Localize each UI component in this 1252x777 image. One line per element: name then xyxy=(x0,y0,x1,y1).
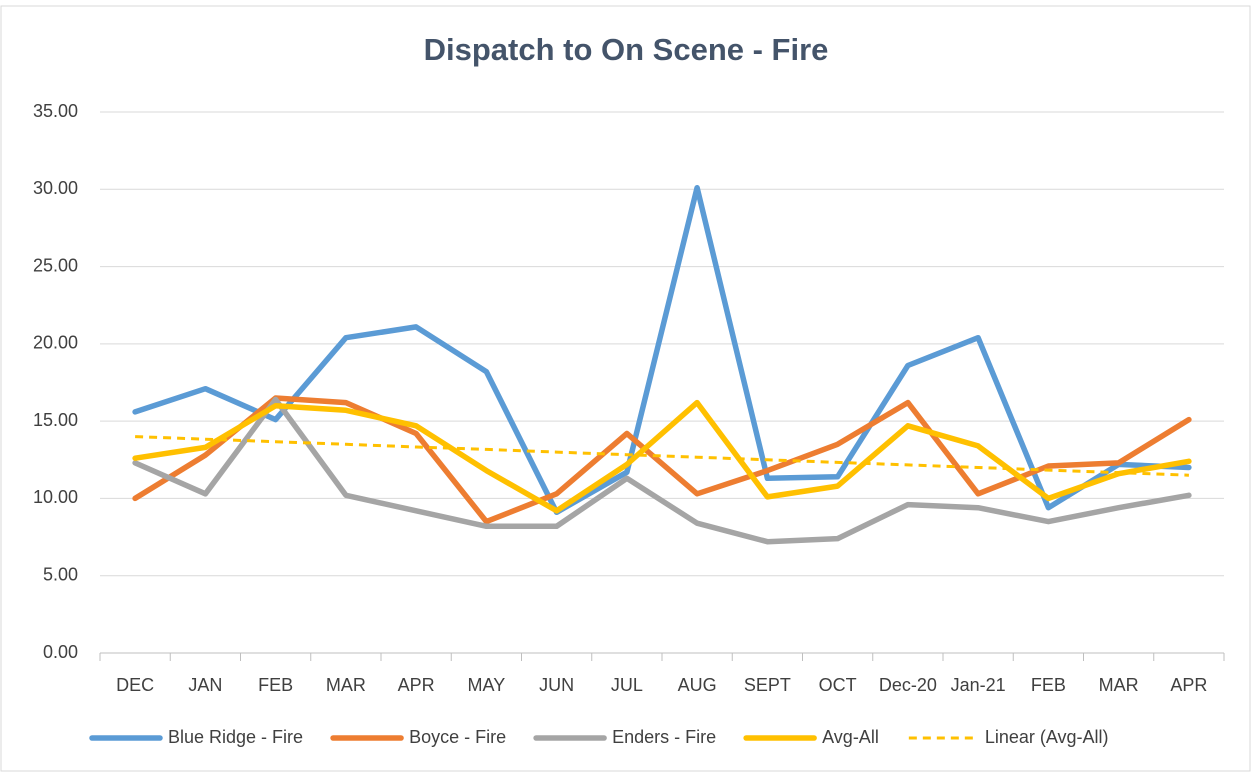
x-tick-label: Jan-21 xyxy=(951,675,1006,695)
legend-label: Avg-All xyxy=(822,727,879,747)
chart-border xyxy=(0,5,1251,772)
x-tick-label: JAN xyxy=(188,675,222,695)
x-tick-label: DEC xyxy=(116,675,154,695)
x-tick-label: FEB xyxy=(258,675,293,695)
y-tick-label: 35.00 xyxy=(33,101,78,121)
x-tick-label: JUN xyxy=(539,675,574,695)
x-tick-label: APR xyxy=(1170,675,1207,695)
legend-label: Blue Ridge - Fire xyxy=(168,727,303,747)
x-tick-label: MAY xyxy=(468,675,506,695)
x-tick-label: OCT xyxy=(819,675,857,695)
x-tick-label: MAR xyxy=(326,675,366,695)
x-tick-label: FEB xyxy=(1031,675,1066,695)
x-tick-label: APR xyxy=(398,675,435,695)
x-tick-label: MAR xyxy=(1099,675,1139,695)
x-tick-label: Dec-20 xyxy=(879,675,937,695)
y-tick-label: 20.00 xyxy=(33,333,78,353)
legend-label: Linear (Avg-All) xyxy=(985,727,1109,747)
series-line xyxy=(132,399,1192,514)
y-tick-label: 10.00 xyxy=(33,487,78,507)
series-line xyxy=(135,435,1189,477)
chart-title: Dispatch to On Scene - Fire xyxy=(424,32,829,67)
y-tick-label: 0.00 xyxy=(43,642,78,662)
legend-label: Enders - Fire xyxy=(612,727,716,747)
series-line xyxy=(132,184,1192,516)
y-tick-label: 25.00 xyxy=(33,255,78,275)
x-tick-label: SEPT xyxy=(744,675,791,695)
y-tick-label: 30.00 xyxy=(33,178,78,198)
y-tick-label: 5.00 xyxy=(43,564,78,584)
series-line xyxy=(132,396,1192,545)
legend-label: Boyce - Fire xyxy=(409,727,506,747)
y-tick-label: 15.00 xyxy=(33,410,78,430)
x-tick-label: AUG xyxy=(678,675,717,695)
series-line xyxy=(132,395,1192,525)
x-tick-label: JUL xyxy=(611,675,643,695)
